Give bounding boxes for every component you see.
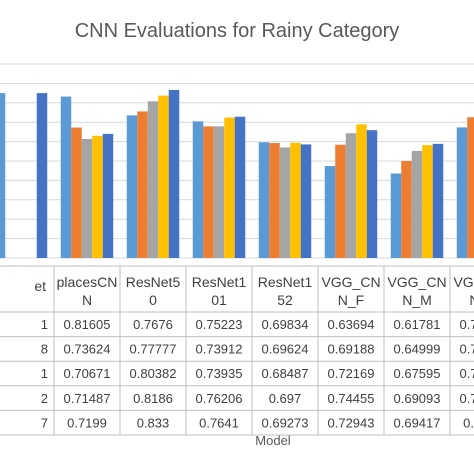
bar [36,93,48,258]
bar [432,143,444,258]
table-cell: 0.68487 [262,366,309,381]
table-cell: 0.80382 [130,366,177,381]
table-cell: 0.81605 [64,317,111,332]
bar [390,173,402,258]
table-cell: 0.74455 [328,391,375,406]
table-cell: 0.833 [137,415,170,430]
table-cell: 0.77777 [130,342,177,357]
bar [366,130,378,258]
bar [168,89,180,258]
table-cell: 0.76206 [196,391,243,406]
category-label: VGG_CNN_S [453,274,474,308]
table-cell: 0.63694 [328,317,375,332]
category-label: ResNet1 01 [192,274,247,308]
table-cell: 0.7676 [133,317,173,332]
table-cell: 0.69834 [262,317,309,332]
bar [422,145,433,258]
category-label: VGG_CN N_M [387,274,446,308]
table-cell: 0.64999 [394,342,441,357]
table-cell: 0.71487 [64,391,111,406]
bar [335,144,346,258]
table-cell: 0.61781 [394,317,441,332]
bar [401,161,412,258]
bar [81,138,93,258]
bar [71,127,82,258]
bar [324,166,336,258]
table-cell: 0.69093 [394,391,441,406]
bar [345,133,357,258]
table-cell: 0.69273 [262,415,309,430]
bar [300,144,312,258]
bar [92,135,103,258]
table-cell: 0.72169 [328,366,375,381]
bar [60,96,72,258]
table-cell: 0.67595 [394,366,441,381]
bar [224,117,235,258]
category-label: placesCN N [57,274,118,308]
table-cell: 0.73661 [460,317,474,332]
bar [203,126,214,258]
table-cell: 0.73935 [196,366,243,381]
table-cell: 0.697 [269,391,302,406]
table-cell: 0.69417 [394,415,441,430]
table-cell: 0.7199 [67,415,107,430]
table-cell: 0.73624 [64,342,111,357]
bar [279,147,291,258]
bar [192,121,204,258]
row-stub: 1 [41,317,48,332]
bar [126,115,138,258]
bar [456,127,468,258]
bar [102,133,114,258]
bar [467,117,474,259]
bar [158,95,169,259]
x-axis-title: Model [255,433,291,448]
table-cell: 0.76913 [460,366,474,381]
table-cell: 0.8186 [133,391,173,406]
bar [290,142,301,258]
bar [258,142,270,258]
table-cell: 0.72943 [328,415,375,430]
table-cell: 0.70671 [64,366,111,381]
table-cell: 0.77276 [460,391,474,406]
category-label: ResNet5 0 [126,274,181,308]
row-stub: 7 [41,415,48,430]
bar [234,116,246,258]
row-stub: 8 [41,342,48,357]
table-cell: 0.73912 [196,342,243,357]
category-label: et [34,278,46,294]
table-cell: 0.7823 [463,415,474,430]
table-cell: 0.75223 [196,317,243,332]
bar [411,150,423,258]
bar [137,111,148,259]
category-label: ResNet1 52 [258,274,313,308]
bar [213,126,225,258]
bar [0,93,6,258]
bars [0,89,474,259]
bar [147,101,159,258]
table-cell: 0.7641 [199,415,239,430]
bar [269,143,280,258]
chart-title: CNN Evaluations for Rainy Category [75,20,400,42]
category-label: VGG_CN N_F [321,274,380,308]
table-cell: 0.69624 [262,342,309,357]
table-cell: 0.76282 [460,342,474,357]
bar [356,124,367,258]
row-stub: 2 [41,391,48,406]
table-cell: 0.69188 [328,342,375,357]
row-stub: 1 [41,366,48,381]
